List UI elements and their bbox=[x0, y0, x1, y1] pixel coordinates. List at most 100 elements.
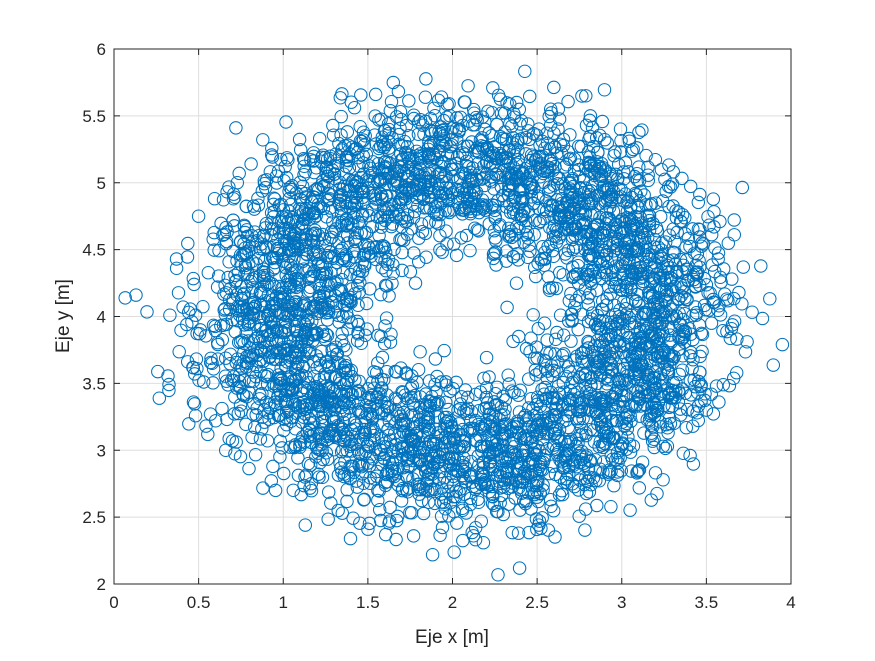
data-point bbox=[648, 365, 662, 379]
data-point bbox=[572, 509, 586, 523]
data-point bbox=[603, 213, 617, 227]
data-point bbox=[310, 361, 324, 375]
data-point bbox=[614, 213, 629, 227]
data-point bbox=[631, 463, 646, 478]
data-point bbox=[431, 426, 446, 440]
data-point bbox=[500, 151, 514, 165]
data-point bbox=[536, 483, 550, 497]
data-point bbox=[268, 255, 282, 270]
data-point bbox=[238, 225, 252, 240]
data-point bbox=[665, 177, 680, 191]
x-tick-label: 1.5 bbox=[356, 593, 380, 612]
data-point bbox=[584, 194, 599, 208]
data-point bbox=[611, 399, 626, 414]
data-point bbox=[354, 459, 369, 474]
data-point bbox=[345, 437, 359, 452]
data-point bbox=[340, 125, 355, 139]
data-point bbox=[578, 523, 592, 537]
data-point bbox=[229, 121, 243, 135]
data-point bbox=[625, 292, 640, 307]
data-point bbox=[604, 272, 619, 287]
data-point bbox=[628, 186, 643, 201]
data-point bbox=[503, 228, 517, 242]
data-point bbox=[492, 219, 506, 233]
data-point bbox=[703, 286, 717, 300]
data-point bbox=[543, 492, 558, 507]
data-point bbox=[595, 294, 610, 308]
data-point bbox=[445, 138, 459, 152]
data-point bbox=[641, 368, 656, 383]
data-point bbox=[431, 168, 445, 182]
data-point bbox=[435, 520, 450, 535]
data-point bbox=[464, 172, 478, 187]
data-point bbox=[535, 134, 549, 149]
data-point bbox=[535, 416, 550, 431]
data-point bbox=[315, 258, 330, 273]
data-point bbox=[262, 307, 276, 322]
data-point bbox=[573, 428, 587, 442]
data-point bbox=[470, 113, 484, 127]
data-point bbox=[403, 265, 418, 279]
data-point bbox=[716, 377, 731, 392]
data-point bbox=[284, 243, 299, 257]
data-point bbox=[314, 299, 328, 313]
data-point bbox=[319, 166, 333, 181]
data-point bbox=[331, 468, 346, 482]
data-point bbox=[294, 230, 308, 244]
data-point bbox=[395, 263, 409, 278]
data-point bbox=[500, 300, 514, 315]
data-point bbox=[482, 370, 496, 384]
data-point bbox=[549, 402, 563, 416]
data-point bbox=[395, 245, 409, 260]
data-point bbox=[688, 300, 702, 314]
data-point bbox=[518, 466, 533, 481]
data-point bbox=[231, 406, 246, 421]
data-point bbox=[416, 506, 431, 521]
data-point bbox=[555, 191, 569, 206]
data-point bbox=[661, 320, 675, 334]
data-point bbox=[620, 410, 634, 424]
data-point bbox=[550, 177, 565, 191]
data-point bbox=[725, 272, 739, 286]
data-point bbox=[253, 241, 267, 256]
y-tick-label: 2 bbox=[97, 575, 106, 594]
data-point bbox=[474, 439, 488, 453]
data-point bbox=[317, 414, 332, 428]
data-point bbox=[512, 221, 526, 236]
data-point bbox=[446, 169, 460, 184]
data-point bbox=[129, 288, 143, 302]
data-point bbox=[341, 373, 355, 388]
data-point bbox=[592, 474, 607, 488]
data-point bbox=[468, 413, 483, 428]
data-point bbox=[597, 83, 612, 97]
data-point bbox=[271, 388, 285, 402]
data-point bbox=[590, 320, 605, 335]
data-point bbox=[693, 349, 707, 364]
data-point bbox=[562, 402, 577, 417]
data-point bbox=[396, 385, 410, 400]
data-point bbox=[538, 380, 552, 395]
data-point bbox=[425, 127, 439, 141]
data-point bbox=[686, 419, 700, 433]
data-point bbox=[351, 278, 365, 293]
data-point bbox=[253, 432, 268, 446]
data-point bbox=[712, 395, 726, 409]
data-point bbox=[254, 237, 268, 251]
data-point bbox=[458, 95, 472, 109]
data-point bbox=[726, 371, 741, 386]
data-point bbox=[372, 502, 387, 517]
data-point bbox=[281, 377, 296, 392]
data-point bbox=[303, 458, 318, 472]
data-point bbox=[381, 117, 396, 131]
data-point bbox=[264, 222, 279, 236]
data-point bbox=[552, 210, 566, 224]
data-point bbox=[276, 466, 291, 481]
data-point bbox=[498, 150, 513, 164]
data-point bbox=[265, 141, 279, 156]
data-point bbox=[377, 373, 391, 387]
data-point bbox=[654, 162, 669, 177]
data-point bbox=[486, 247, 501, 261]
data-point bbox=[327, 442, 341, 457]
data-point bbox=[455, 207, 470, 221]
data-point bbox=[304, 483, 319, 498]
